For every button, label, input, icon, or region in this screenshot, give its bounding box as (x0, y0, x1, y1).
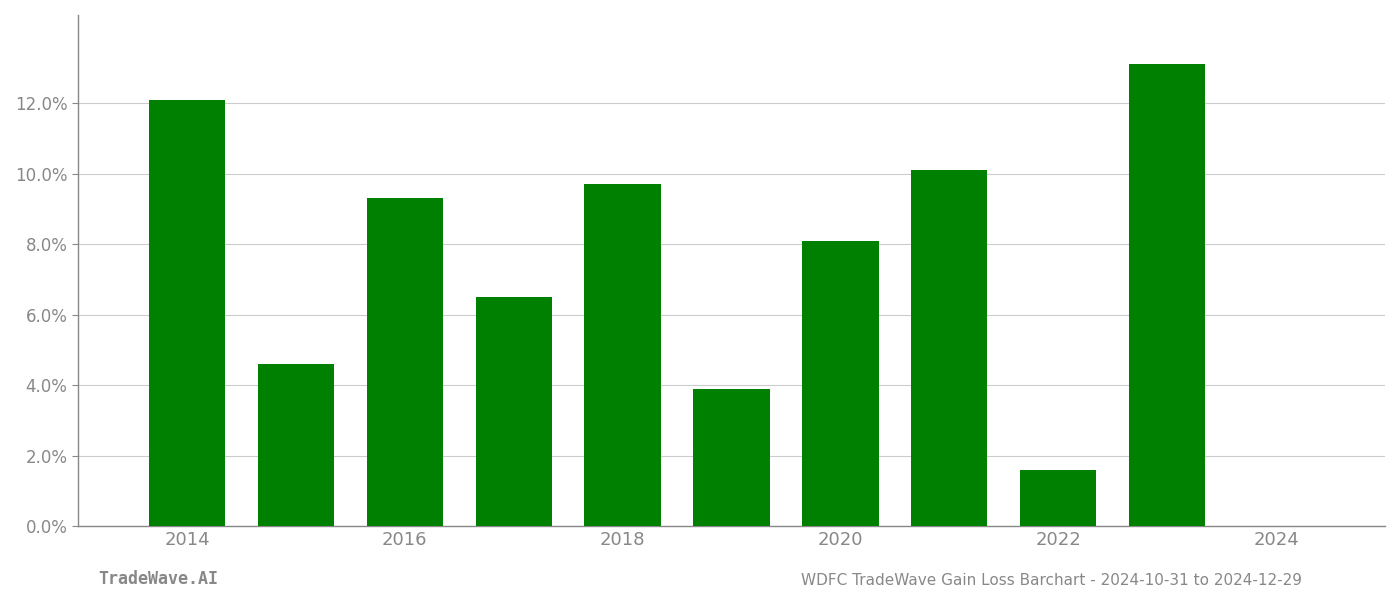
Bar (584, 184, 661, 526)
Bar (367, 199, 442, 526)
Bar (148, 100, 225, 526)
Bar (911, 170, 987, 526)
Text: TradeWave.AI: TradeWave.AI (98, 570, 218, 588)
Bar (476, 297, 552, 526)
Bar (1021, 470, 1096, 526)
Text: WDFC TradeWave Gain Loss Barchart - 2024-10-31 to 2024-12-29: WDFC TradeWave Gain Loss Barchart - 2024… (801, 573, 1302, 588)
Bar (693, 389, 770, 526)
Bar (802, 241, 879, 526)
Bar (1128, 64, 1205, 526)
Bar (258, 364, 335, 526)
